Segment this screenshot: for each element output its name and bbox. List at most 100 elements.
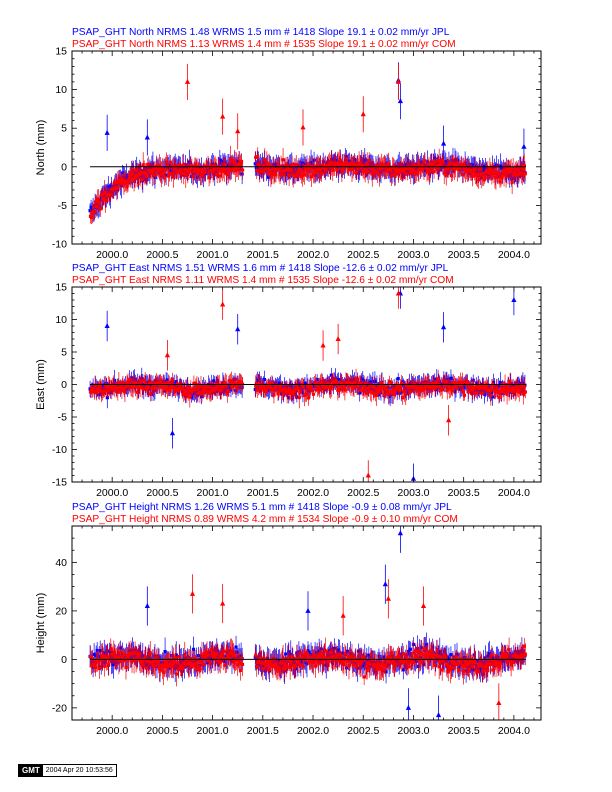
data-point: [144, 384, 148, 388]
data-point: [363, 158, 367, 162]
data-point: [114, 660, 119, 664]
data-point: [415, 647, 420, 651]
data-point: [137, 649, 141, 653]
data-point: [320, 383, 325, 387]
data-point: [254, 384, 258, 388]
data-point: [497, 172, 501, 176]
data-point: [386, 161, 391, 166]
data-point: [438, 168, 442, 172]
data-point: [394, 170, 399, 174]
data-point: [406, 649, 410, 654]
data-point: [206, 661, 210, 665]
data-point: [422, 166, 426, 170]
data-point: [95, 648, 99, 653]
data-point: [315, 651, 319, 655]
data-point: [330, 384, 334, 388]
data-point: [348, 378, 353, 382]
data-point: [124, 173, 129, 178]
data-point: [356, 167, 360, 171]
data-point: [407, 165, 411, 169]
data-point: [260, 661, 264, 665]
data-point: [431, 162, 435, 166]
data-point: [422, 163, 427, 167]
data-point: [304, 392, 308, 396]
data-point: [505, 166, 509, 170]
data-point: [500, 174, 504, 179]
data-point: [292, 665, 296, 669]
data-point: [351, 378, 355, 383]
data-point: [436, 377, 440, 381]
data-point: [403, 387, 407, 392]
data-point: [295, 384, 299, 388]
data-point: [436, 166, 440, 170]
data-point: [174, 389, 178, 393]
data-point: [195, 170, 199, 174]
data-point: [278, 668, 282, 672]
data-point: [301, 170, 305, 175]
data-point: [100, 192, 104, 197]
data-point: [264, 389, 268, 393]
data-point: [499, 390, 503, 394]
data-point: [474, 386, 478, 390]
data-point: [387, 380, 392, 384]
data-point: [297, 657, 301, 661]
data-point: [293, 174, 297, 179]
data-point: [387, 662, 391, 666]
data-point: [512, 173, 516, 177]
data-point: [131, 651, 135, 655]
data-point: [453, 159, 457, 163]
data-point: [262, 168, 266, 172]
data-point: [385, 663, 389, 668]
data-point: [166, 386, 170, 390]
data-point: [154, 164, 158, 168]
data-point: [498, 164, 503, 168]
data-point: [236, 159, 240, 163]
data-point: [433, 160, 437, 164]
data-point: [265, 657, 270, 661]
data-point: [198, 167, 202, 172]
data-point: [476, 384, 480, 389]
data-point: [520, 649, 524, 653]
data-point: [420, 167, 424, 171]
data-point: [506, 170, 510, 174]
data-point: [433, 156, 437, 160]
data-point: [181, 387, 185, 391]
data-point: [140, 659, 144, 663]
data-point: [96, 199, 101, 203]
data-point: [491, 380, 496, 385]
data-point: [217, 383, 221, 387]
data-point: [416, 664, 421, 668]
data-point: [253, 162, 257, 166]
data-point: [92, 210, 97, 214]
data-point: [278, 173, 282, 177]
y-tick-label: -10: [52, 239, 67, 251]
data-point: [306, 396, 311, 400]
data-point: [371, 391, 375, 395]
data-point: [452, 167, 456, 171]
data-point: [143, 380, 147, 384]
data-point: [254, 653, 258, 657]
data-point: [338, 157, 342, 162]
data-point: [332, 379, 336, 383]
data-point: [475, 172, 479, 177]
data-point: [148, 652, 152, 656]
header-jpl: PSAP_GHT Height NRMS 1.26 WRMS 5.1 mm # …: [72, 502, 452, 513]
data-point: [228, 157, 232, 161]
data-point: [398, 162, 402, 167]
data-point: [301, 665, 305, 669]
data-point: [495, 386, 499, 390]
data-point: [314, 164, 319, 168]
data-point: [516, 380, 520, 384]
data-point: [162, 176, 167, 180]
data-point: [261, 384, 265, 388]
data-point: [427, 383, 431, 388]
data-point: [164, 160, 169, 164]
data-point: [221, 160, 225, 164]
data-point: [494, 383, 499, 388]
data-point: [153, 173, 157, 177]
data-point: [124, 387, 129, 391]
data-point: [93, 665, 98, 669]
data-point: [170, 169, 174, 173]
data-point: [263, 661, 267, 665]
data-point: [193, 166, 197, 170]
